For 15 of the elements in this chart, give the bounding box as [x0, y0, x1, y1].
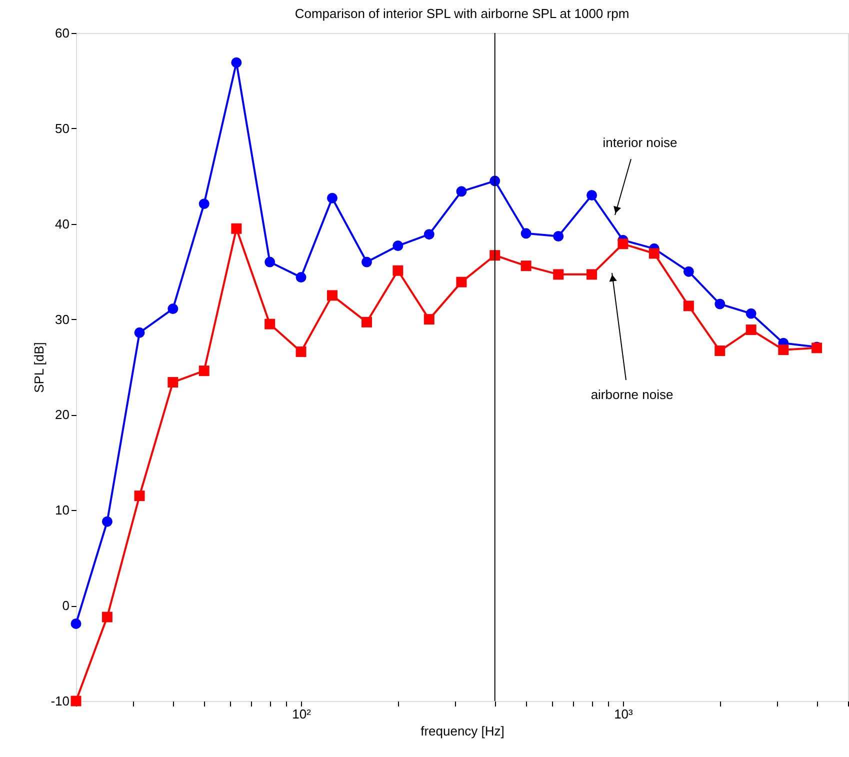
y-tick-label: 30 — [55, 312, 70, 327]
annotation: interior noise — [602, 135, 678, 150]
y-tick-label: 20 — [55, 407, 70, 422]
chart-title: Comparison of interior SPL with airborne SPL at 1000 rpm — [294, 6, 630, 21]
y-tick-label: 60 — [55, 26, 70, 40]
x-tick-label: 10² — [292, 706, 312, 722]
y-tick-label: 50 — [55, 120, 70, 136]
y-axis-title: SPL [dB] — [32, 342, 47, 393]
y-tick-label: 0 — [62, 598, 70, 614]
y-tick-label: 40 — [55, 216, 70, 232]
annotation: airborne noise — [590, 387, 674, 402]
y-tick-label: 10 — [55, 502, 70, 518]
y-tick-label: -10 — [50, 694, 70, 708]
x-axis-title: frequency [Hz] — [420, 724, 504, 738]
x-tick-label: 10³ — [614, 706, 634, 722]
